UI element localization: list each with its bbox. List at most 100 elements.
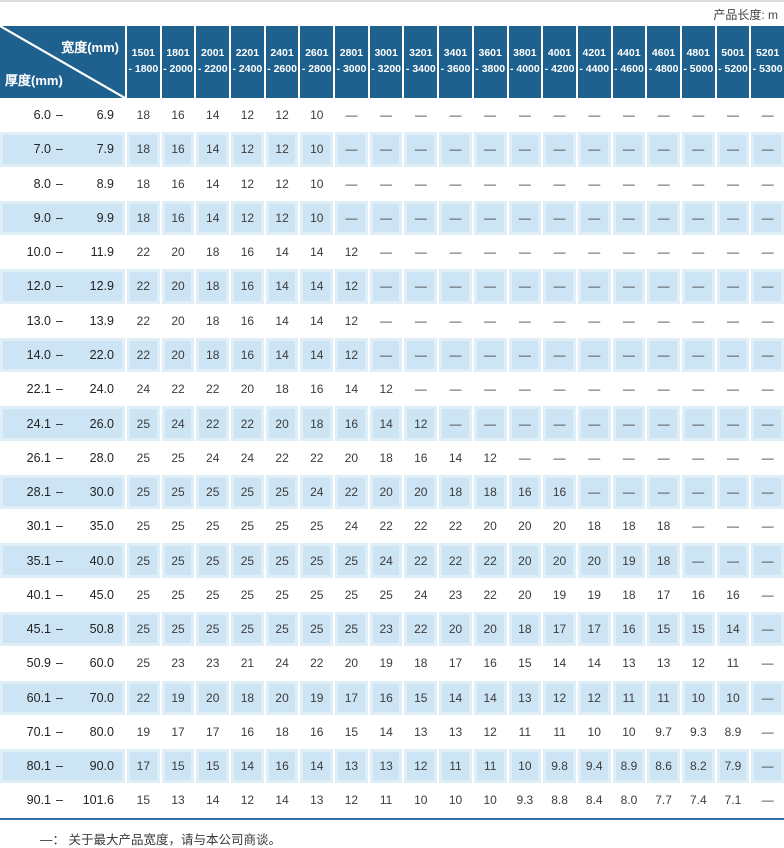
length-value-cell: — <box>692 382 705 397</box>
range-dash: – <box>56 622 63 637</box>
length-value-cell: — <box>657 108 670 123</box>
length-value-cell: 20 <box>171 245 185 260</box>
length-value-cell: — <box>518 450 531 465</box>
length-value-cell: 22 <box>414 519 428 534</box>
length-value-cell: 16 <box>414 450 428 465</box>
length-value-cell: 18 <box>275 724 289 739</box>
length-value-cell: 14 <box>552 656 567 671</box>
length-value-cell: — <box>543 200 576 236</box>
length-value-cell: — <box>622 450 635 465</box>
length-value-cell: — <box>751 406 784 441</box>
thickness-range-label: 28.1– 30.0 <box>0 474 125 510</box>
length-value-cell: 25 <box>300 543 334 578</box>
length-value-cell: 11 <box>726 656 740 671</box>
length-value-cell: 20 <box>161 337 195 373</box>
length-value-cell: 16 <box>612 611 646 647</box>
length-value-cell: — <box>414 108 427 123</box>
thickness-range-label: 90.1– 101.6 <box>0 783 125 817</box>
length-value-cell: — <box>449 245 462 260</box>
length-value-cell: — <box>761 793 774 808</box>
length-value-cell: 12 <box>240 176 255 191</box>
length-value-cell: 14 <box>275 313 289 328</box>
length-value-cell: 18 <box>414 656 428 671</box>
length-value-cell: 19 <box>612 543 646 578</box>
length-value-cell: — <box>761 587 774 602</box>
length-value-cell: — <box>761 176 774 191</box>
length-value-cell: 13 <box>414 724 428 739</box>
length-value-cell: 18 <box>473 474 507 510</box>
length-value-cell: 12 <box>231 132 264 167</box>
length-value-cell: 14 <box>196 200 230 236</box>
length-value-cell: 17 <box>543 611 576 647</box>
length-value-cell: 11 <box>473 749 507 784</box>
length-value-cell: 25 <box>379 587 393 602</box>
length-value-cell: — <box>726 450 739 465</box>
diagonal-divider-line <box>0 26 125 98</box>
length-value-cell: 25 <box>231 474 264 510</box>
range-dash: – <box>56 108 63 123</box>
length-value-cell: 21 <box>240 656 255 671</box>
length-value-cell: — <box>508 269 542 304</box>
thickness-min: 50.9 <box>26 656 52 671</box>
length-value-cell: 18 <box>136 108 151 123</box>
length-value-cell: — <box>761 724 774 739</box>
length-value-cell: — <box>761 450 774 465</box>
length-value-cell: — <box>647 269 680 304</box>
length-value-cell: 16 <box>335 406 368 441</box>
length-value-cell: 15 <box>344 724 359 739</box>
topbar: 产品长度: m <box>0 0 784 26</box>
length-value-cell: — <box>681 406 715 441</box>
length-value-cell: 18 <box>622 519 636 534</box>
thickness-min: 60.1 <box>26 690 52 705</box>
length-value-cell: — <box>484 108 497 123</box>
length-value-cell: 16 <box>171 176 185 191</box>
length-value-cell: 20 <box>518 519 532 534</box>
length-value-cell: — <box>647 132 680 167</box>
thickness-max: 45.0 <box>89 587 114 602</box>
length-value-cell: — <box>577 406 611 441</box>
length-value-cell: 25 <box>196 543 230 578</box>
length-value-cell: 16 <box>726 587 740 602</box>
length-value-cell: 25 <box>231 543 264 578</box>
length-value-cell: — <box>449 176 462 191</box>
length-value-cell: 10 <box>483 793 497 808</box>
length-value-cell: — <box>380 108 393 123</box>
length-value-cell: — <box>726 382 739 397</box>
length-value-cell: 24 <box>136 382 151 397</box>
length-value-cell: — <box>716 132 750 167</box>
length-value-cell: 18 <box>196 269 230 304</box>
length-value-cell: 20 <box>196 680 230 715</box>
range-dash: – <box>56 656 63 671</box>
width-range-header: 4201 - 4400 <box>577 26 611 98</box>
length-value-cell: 8.9 <box>724 724 742 739</box>
length-value-cell: — <box>716 337 750 373</box>
thickness-range-label: 14.0– 22.0 <box>0 337 125 373</box>
length-value-cell: 22 <box>275 450 289 465</box>
length-value-cell: 25 <box>196 611 230 647</box>
thickness-min: 22.1 <box>26 382 52 397</box>
length-value-cell: 25 <box>136 656 151 671</box>
length-value-cell: 8.2 <box>681 749 715 784</box>
length-value-cell: 17 <box>656 587 671 602</box>
length-value-cell: 12 <box>344 313 359 328</box>
length-value-cell: 10 <box>300 200 334 236</box>
length-value-cell: 14 <box>265 337 299 373</box>
length-value-cell: — <box>518 382 531 397</box>
length-value-cell: 25 <box>127 543 160 578</box>
length-value-cell: 16 <box>161 200 195 236</box>
length-value-cell: 25 <box>231 611 264 647</box>
length-value-cell: — <box>716 269 750 304</box>
range-dash: – <box>56 176 63 191</box>
length-value-cell: — <box>369 269 403 304</box>
length-value-cell: 20 <box>552 519 567 534</box>
width-axis-label: 宽度(mm) <box>61 40 119 55</box>
length-value-cell: 20 <box>161 269 195 304</box>
product-length-label: 产品长度: m <box>713 7 778 22</box>
width-range-header: 3801 - 4000 <box>508 26 542 98</box>
thickness-axis-label: 厚度(mm) <box>5 73 63 88</box>
length-value-cell: — <box>553 176 566 191</box>
length-value-cell: — <box>751 474 784 510</box>
length-value-cell: 16 <box>240 245 255 260</box>
length-value-cell: — <box>577 200 611 236</box>
length-value-cell: 20 <box>171 313 185 328</box>
